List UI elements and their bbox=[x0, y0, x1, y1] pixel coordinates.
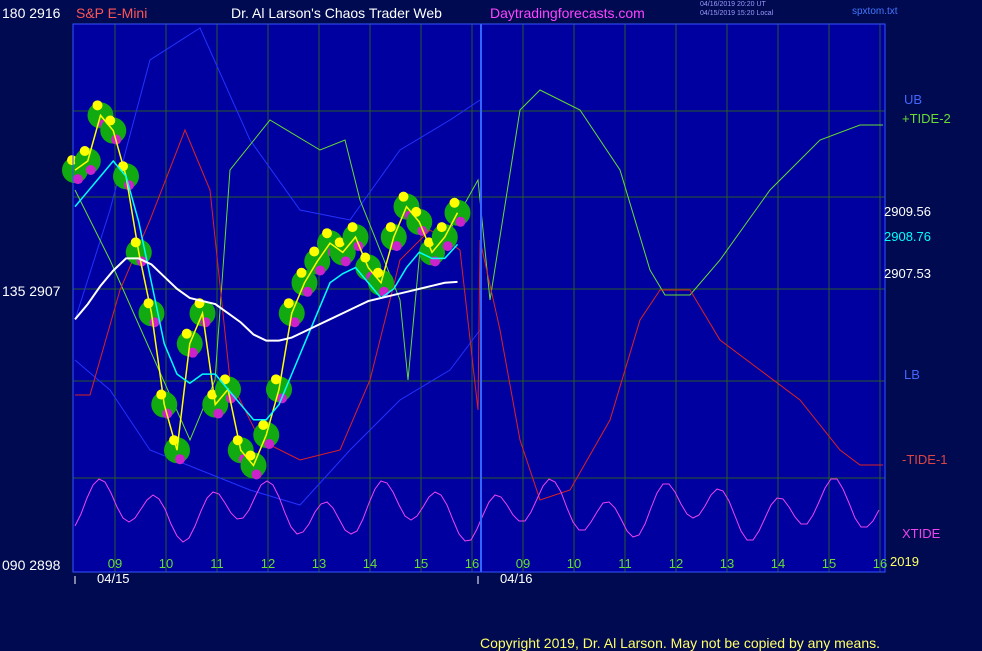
blob-yellow bbox=[79, 146, 90, 156]
blob-yellow bbox=[309, 246, 320, 257]
x-tick-label: 15 bbox=[414, 556, 428, 571]
instrument-title: S&P E-Mini bbox=[76, 5, 148, 21]
blob-yellow bbox=[181, 328, 192, 339]
series-line-2 bbox=[74, 257, 458, 342]
blob-yellow bbox=[398, 191, 409, 202]
blob-yellow bbox=[245, 450, 256, 461]
x-tick-label: 10 bbox=[159, 556, 173, 571]
blob-yellow bbox=[436, 222, 447, 233]
x-tick-label: 11 bbox=[210, 556, 224, 571]
x-tick-label: 12 bbox=[669, 556, 683, 571]
date-label: 04/16 bbox=[500, 571, 533, 586]
right-label: -TIDE-1 bbox=[902, 452, 948, 467]
x-tick-label: 16 bbox=[465, 556, 479, 571]
blob-yellow bbox=[411, 206, 422, 217]
right-labels: UB +TIDE-2 2909.56 2908.76 2907.53 LB -TIDE-1 X… bbox=[884, 92, 951, 569]
blob-yellow bbox=[322, 228, 332, 239]
blob-magenta bbox=[213, 408, 224, 419]
copyright-notice: Copyright 2019, Dr. Al Larson. May not b… bbox=[480, 635, 881, 651]
y-axis-label: 090 2898 bbox=[2, 557, 61, 573]
timestamp-local: 04/15/2019 15:20 Local bbox=[700, 10, 774, 17]
blob-magenta bbox=[340, 256, 351, 267]
y-labels: 135 2907 090 2898 bbox=[2, 283, 61, 573]
tide-minus-curve bbox=[75, 128, 883, 501]
blob-magenta bbox=[289, 317, 300, 328]
plot-frame bbox=[72, 23, 886, 573]
left-scale-label: 180 2916 bbox=[2, 5, 61, 21]
blob-magenta bbox=[302, 286, 313, 297]
blob-yellow bbox=[67, 155, 77, 166]
right-label: 2907.53 bbox=[884, 266, 931, 281]
x-tick-label: 14 bbox=[771, 556, 785, 571]
lower-band bbox=[74, 329, 481, 506]
blob-magenta bbox=[391, 241, 402, 252]
blob-yellow bbox=[283, 298, 294, 309]
blob-yellow bbox=[385, 222, 396, 233]
x-tick-label: 13 bbox=[720, 556, 734, 571]
date-label: 04/15 bbox=[97, 571, 130, 586]
blob-yellow bbox=[156, 389, 167, 400]
x-tick-label: 09 bbox=[108, 556, 122, 571]
grid bbox=[73, 24, 885, 572]
x-tick-label: 09 bbox=[516, 556, 530, 571]
right-label: +TIDE-2 bbox=[902, 111, 951, 126]
series-line-1 bbox=[74, 159, 459, 421]
x-tick-label: 10 bbox=[567, 556, 581, 571]
blob-magenta bbox=[442, 241, 453, 252]
series-line-0 bbox=[74, 113, 459, 467]
x-ticks: 09 10 11 12 13 14 15 16 09 10 11 12 13 14 15 16 04/15 04/… bbox=[74, 556, 887, 586]
blob-magenta bbox=[175, 454, 185, 465]
y-axis-label: 135 2907 bbox=[2, 283, 61, 299]
x-tick-label: 12 bbox=[261, 556, 275, 571]
blob-yellow bbox=[232, 435, 243, 446]
blob-magenta bbox=[200, 317, 211, 328]
blob-yellow bbox=[92, 100, 103, 111]
blob-magenta bbox=[73, 174, 83, 185]
data-file-name: spxtom.txt bbox=[852, 6, 898, 17]
blob-yellow bbox=[347, 222, 358, 233]
blob-yellow bbox=[271, 374, 281, 385]
price-lines bbox=[74, 113, 459, 467]
xtide-curve bbox=[74, 478, 880, 543]
x-tick-label: 13 bbox=[312, 556, 326, 571]
blob-magenta bbox=[85, 165, 96, 175]
blob-magenta bbox=[187, 347, 198, 358]
right-label: XTIDE bbox=[902, 526, 941, 541]
right-label: 2019 bbox=[890, 554, 919, 569]
x-tick-label: 15 bbox=[822, 556, 836, 571]
blob-magenta bbox=[149, 317, 160, 328]
blob-yellow bbox=[373, 267, 383, 278]
x-tick-label: 14 bbox=[363, 556, 377, 571]
right-label: 2908.76 bbox=[884, 229, 931, 244]
x-tick-label: 11 bbox=[618, 556, 632, 571]
blob-yellow bbox=[143, 298, 154, 309]
blob-yellow bbox=[258, 420, 269, 430]
blob-magenta bbox=[455, 216, 466, 227]
blob-magenta bbox=[264, 439, 275, 449]
upper-band bbox=[74, 27, 481, 321]
timestamp-ut: 04/16/2019 20:20 UT bbox=[700, 1, 766, 8]
blob-yellow bbox=[220, 374, 230, 385]
blob-magenta bbox=[251, 469, 262, 480]
blob-yellow bbox=[296, 267, 307, 278]
site-title: Dr. Al Larson's Chaos Trader Web bbox=[231, 5, 442, 21]
x-tick-label: 16 bbox=[873, 556, 887, 571]
blob-yellow bbox=[449, 197, 460, 208]
blob-yellow bbox=[334, 237, 345, 248]
site-url-link[interactable]: Daytradingforecasts.com bbox=[490, 5, 645, 21]
blob-yellow bbox=[105, 115, 116, 126]
right-label: LB bbox=[904, 367, 920, 382]
right-label: UB bbox=[904, 92, 922, 107]
blob-magenta bbox=[315, 265, 326, 276]
right-label: 2909.56 bbox=[884, 204, 931, 219]
